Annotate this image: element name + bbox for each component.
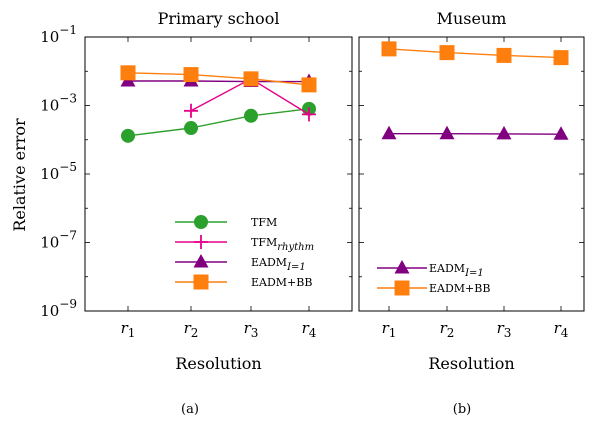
series-eadm-bb	[120, 65, 317, 93]
legend-entry: EADMI=1	[377, 260, 484, 279]
chart-title: Museum	[437, 9, 507, 28]
x-tick-label: r3	[244, 319, 259, 340]
x-tick-label: r2	[440, 319, 455, 340]
legend-label: EADMI=1	[429, 262, 484, 279]
legend-entry: TFM	[175, 215, 277, 229]
data-point	[439, 45, 455, 61]
legend-label: TFM	[251, 216, 277, 229]
series-eadm-i-1	[381, 125, 569, 140]
series-tfm	[121, 101, 316, 143]
data-point	[301, 77, 317, 93]
legend-entry: EADM+BB	[175, 274, 312, 290]
y-tick-label: 10−3	[40, 92, 77, 115]
series-line	[127, 108, 310, 137]
data-point	[302, 107, 316, 122]
legend-label: EADMI=1	[251, 256, 306, 273]
data-point	[120, 65, 136, 81]
data-point	[439, 125, 455, 140]
y-tick-label: 10−9	[40, 297, 77, 320]
data-point	[381, 125, 397, 140]
data-point	[243, 71, 259, 87]
y-tick-label: 10−5	[40, 160, 77, 183]
data-point	[496, 125, 512, 140]
legend-label: EADM+BB	[429, 282, 490, 295]
y-tick-label: 10−1	[40, 23, 77, 46]
data-point	[553, 50, 569, 66]
series-eadm-i-1	[120, 72, 317, 88]
legend: TFM TFMrhythm EADMI=1 EADM+BB	[175, 215, 314, 290]
plot-frame	[84, 36, 353, 312]
series-eadm-bb	[381, 41, 569, 66]
series-line	[388, 48, 562, 59]
panel-primary-school: Primary school 10−1 10−3 10−5 10−7 10−9 r1 r2 r3…	[40, 9, 353, 373]
data-point	[496, 47, 512, 63]
y-tick-label: 10−7	[40, 229, 77, 252]
data-point	[121, 128, 135, 143]
legend: EADMI=1 EADM+BB	[377, 260, 490, 296]
x-tick-label: r1	[121, 319, 136, 340]
panel-museum: Museum r1 r2 r3 r4 Resolution EADMI=1 EADM+BB	[358, 9, 585, 373]
legend-entry: TFMrhythm	[175, 235, 314, 253]
series-line	[389, 133, 562, 135]
y-axis-label: Relative error	[10, 118, 29, 232]
caption-b: (b)	[453, 402, 471, 417]
data-point	[184, 103, 198, 118]
x-tick-label: r3	[497, 319, 512, 340]
chart-title: Primary school	[158, 9, 280, 28]
data-point	[184, 121, 198, 136]
series-line	[127, 72, 310, 86]
x-tick-label: r4	[302, 319, 317, 340]
x-axis-label: Resolution	[428, 354, 514, 373]
data-point	[553, 126, 569, 140]
plot-frame	[358, 36, 585, 312]
caption-a: (a)	[181, 402, 199, 417]
data-point	[244, 108, 258, 123]
x-tick-label: r4	[554, 319, 569, 340]
legend-label: TFMrhythm	[251, 236, 314, 253]
legend-label: EADM+BB	[251, 276, 312, 289]
x-axis-label: Resolution	[175, 354, 261, 373]
data-point	[183, 67, 199, 83]
legend-entry: EADM+BB	[377, 280, 490, 296]
x-tick-label: r2	[184, 319, 199, 340]
data-point	[381, 41, 397, 57]
legend-entry: EADMI=1	[175, 254, 306, 273]
x-tick-label: r1	[382, 319, 397, 340]
